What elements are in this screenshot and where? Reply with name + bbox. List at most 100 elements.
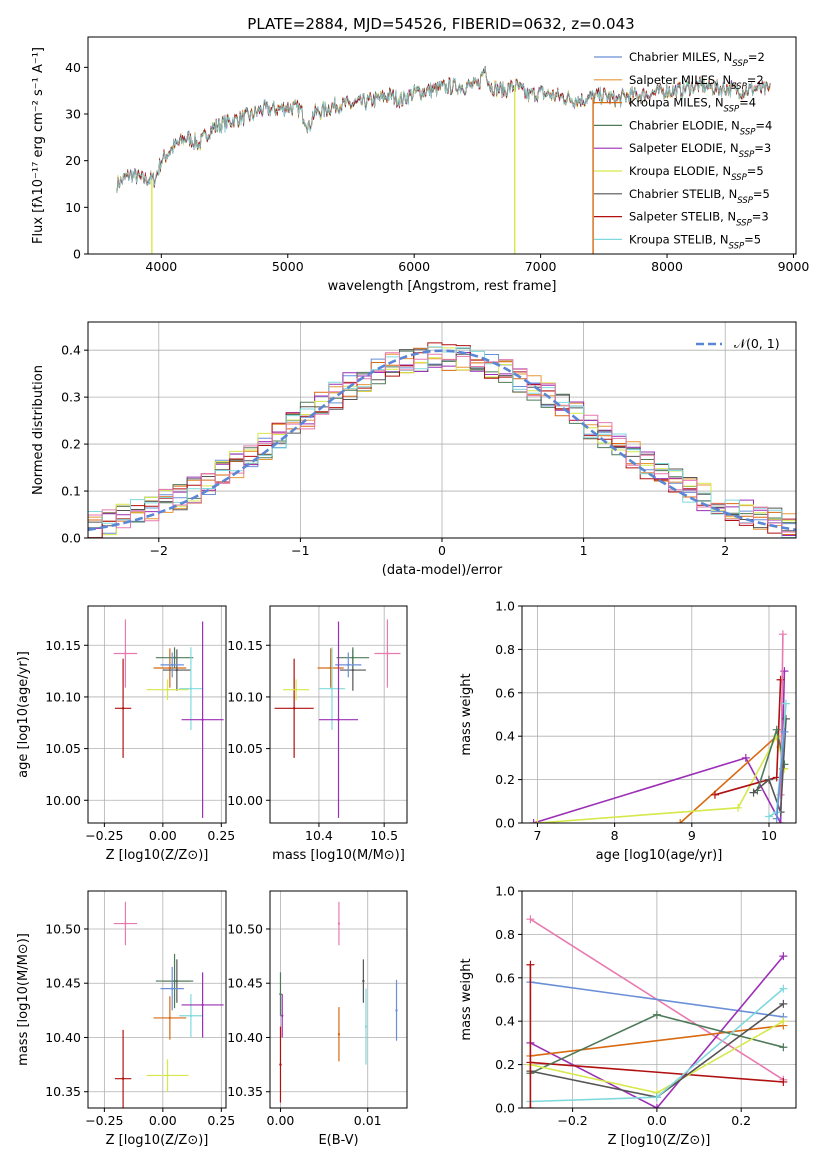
x-tick-label: 10.5	[370, 828, 398, 843]
data-point	[124, 652, 127, 655]
x-tick-label: 7000	[525, 259, 557, 274]
y-axis-label: mass weight	[459, 958, 474, 1040]
data-point	[121, 707, 125, 710]
data-point	[168, 1016, 172, 1020]
data-point	[166, 688, 169, 691]
weight-marker	[779, 1077, 788, 1086]
axes-frame	[87, 890, 227, 1109]
axes-frame	[87, 36, 797, 255]
x-tick-label: 0.2	[731, 1113, 751, 1128]
y-tick-label: 0	[73, 247, 81, 262]
weight-marker	[772, 814, 781, 823]
weight-line	[752, 718, 787, 813]
weight-marker	[526, 960, 535, 969]
y-tick-label: 10	[65, 200, 81, 215]
weight-marker	[776, 819, 785, 823]
plot-area-mass_vs_Z	[113, 901, 224, 1108]
x-tick-label: −0.25	[85, 1113, 123, 1128]
weight-line	[533, 671, 786, 823]
panel-age_vs_mass: 10.4 10.5 10.00 10.05 10.10 10.15 mass [log10(…	[227, 605, 408, 863]
x-tick-label: 0.01	[354, 1113, 382, 1128]
x-tick-label: 7	[533, 828, 541, 843]
y-tick-label: 1.0	[495, 884, 515, 899]
data-point	[351, 656, 355, 659]
y-tick-label: 0.8	[495, 927, 515, 942]
data-point	[347, 663, 350, 667]
legend-label: Salpeter MILES, NSSP=2	[629, 73, 764, 92]
y-tick-label: 0.2	[61, 437, 81, 452]
y-tick-label: 10.10	[227, 689, 263, 704]
y-tick-label: 30	[65, 107, 81, 122]
weight-line	[530, 981, 784, 1018]
y-tick-label: 10.00	[45, 793, 81, 808]
data-point	[395, 1009, 398, 1012]
x-tick-label: 1	[580, 543, 588, 558]
data-point	[330, 687, 334, 690]
weight-marker	[781, 699, 790, 708]
y-tick-label: 10.45	[45, 976, 81, 991]
x-axis-label: (data-model)/error	[382, 563, 503, 578]
data-point	[364, 1025, 368, 1028]
weight-line	[530, 1024, 784, 1057]
x-tick-label: 0	[438, 543, 446, 558]
data-point	[329, 666, 332, 670]
legend-label: Kroupa ELODIE, NSSP=5	[629, 164, 764, 183]
data-point	[337, 1033, 341, 1036]
spectrum-line	[116, 67, 771, 193]
weight-marker	[533, 819, 542, 823]
y-tick-label: 10.45	[227, 976, 263, 991]
panel-mass_vs_ebv: 0.00 0.01 10.35 10.40 10.45 10.50 E(B-V)	[227, 890, 408, 1148]
y-axis-label: mass [log10(M/M⊙)]	[16, 933, 31, 1066]
weight-marker	[779, 1017, 788, 1026]
y-axis-label: Flux [fλ10⁻¹⁷ erg cm⁻² s⁻¹ A⁻¹]	[31, 47, 46, 244]
data-point	[292, 707, 296, 710]
panel-mass_vs_Z: −0.25 0.00 0.25 10.35 10.40 10.45 10.50 Z [log1…	[16, 890, 235, 1148]
data-point	[121, 1077, 125, 1080]
weight-marker	[710, 790, 719, 799]
weight-line	[530, 955, 785, 1108]
x-tick-label: 0.00	[149, 828, 177, 843]
y-axis-label: Normed distribution	[31, 365, 46, 495]
x-axis-label: Z [log10(Z/Z⊙)]	[106, 1133, 209, 1148]
y-tick-label: 0.2	[495, 772, 515, 787]
panel-weight_vs_Z: −0.2 0.0 0.2 0.0 0.2 0.4 0.6 0.8 1.0 Z [log10(Z/Z…	[459, 884, 797, 1148]
axes-frame	[87, 605, 227, 824]
y-tick-label: 40	[65, 60, 81, 75]
x-axis-label: age [log10(age/yr)]	[596, 848, 723, 863]
weight-marker	[652, 1104, 661, 1108]
x-tick-label: 0.0	[647, 1113, 667, 1128]
y-tick-label: 10.50	[227, 921, 263, 936]
x-tick-label: 6000	[398, 259, 430, 274]
data-point	[281, 1014, 284, 1017]
x-tick-label: 9000	[778, 259, 810, 274]
legend-label: Chabrier MILES, NSSP=2	[629, 50, 765, 69]
weight-line	[530, 1061, 784, 1083]
y-tick-label: 20	[65, 153, 81, 168]
x-axis-label: Z [log10(Z/Z⊙)]	[608, 1133, 711, 1148]
weight-marker	[778, 630, 787, 639]
weight-marker	[779, 952, 788, 961]
y-tick-label: 10.35	[45, 1084, 81, 1099]
panel-weight_vs_age: 7 8 9 10 0.0 0.2 0.4 0.6 0.8 1.0 age [log10(age/yr…	[459, 599, 797, 863]
data-point	[279, 1063, 282, 1066]
data-point	[171, 987, 174, 990]
data-point	[279, 992, 282, 996]
weight-marker	[764, 775, 773, 784]
plot-area-age_vs_Z	[113, 619, 224, 818]
y-tick-label: 10.35	[227, 1084, 263, 1099]
plot-area-spectrum	[116, 65, 771, 254]
y-tick-label: 0.0	[495, 1101, 515, 1116]
y-tick-label: 10.40	[227, 1030, 263, 1045]
x-tick-label: 0.00	[149, 1113, 177, 1128]
weight-marker	[529, 819, 538, 823]
legend-label: Kroupa MILES, NSSP=4	[629, 96, 756, 115]
y-axis-label: mass weight	[459, 673, 474, 755]
x-tick-label: −2	[150, 543, 168, 558]
axes-frame	[521, 890, 797, 1109]
data-point	[201, 718, 204, 721]
weight-line	[775, 731, 786, 819]
figure-title: PLATE=2884, MJD=54526, FIBERID=0632, z=0…	[247, 15, 634, 33]
y-tick-label: 0.6	[495, 685, 515, 700]
x-tick-label: 8	[611, 828, 619, 843]
weight-marker	[779, 999, 788, 1008]
